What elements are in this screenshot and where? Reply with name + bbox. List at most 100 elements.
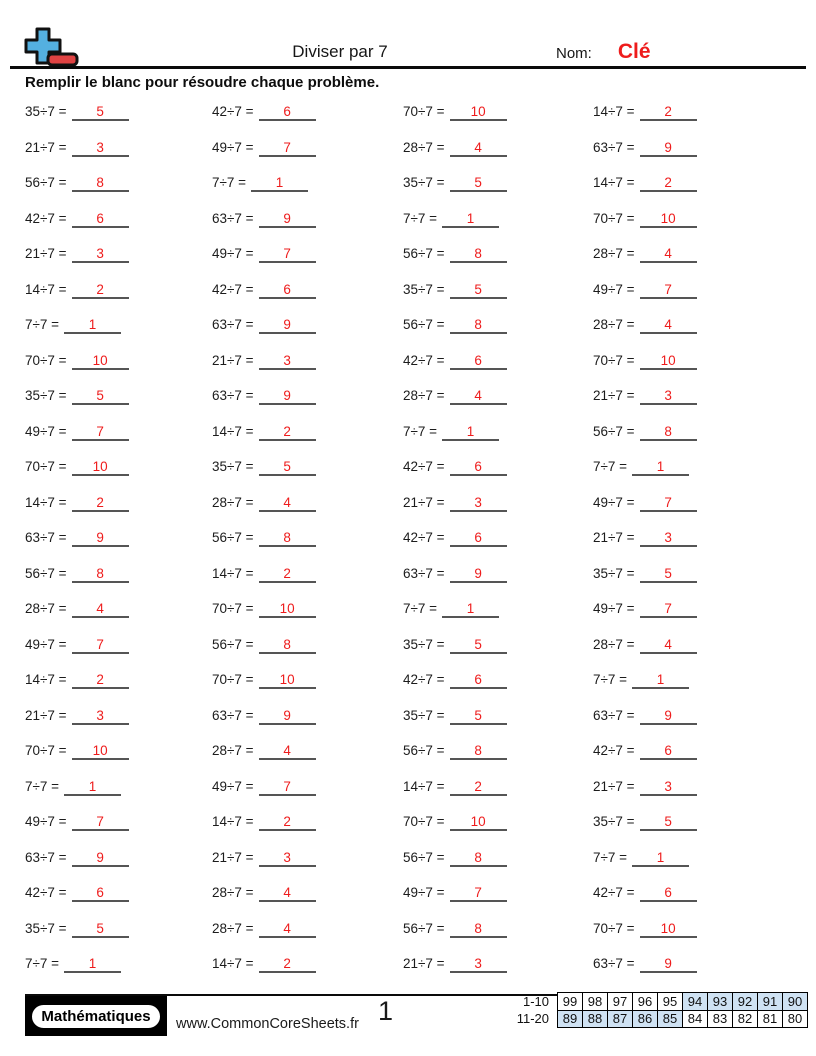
equation-text: 28÷7 = bbox=[212, 885, 254, 900]
equation-text: 35÷7 = bbox=[403, 175, 445, 190]
answer-blank: 7 bbox=[71, 423, 129, 441]
equation-text: 56÷7 = bbox=[593, 423, 635, 439]
problem: 21÷7 = 3 bbox=[25, 240, 212, 276]
problem: 28÷7 = 4 bbox=[212, 737, 403, 773]
equation-text: 7÷7 = bbox=[25, 317, 60, 332]
equation-text: 14÷7 = bbox=[212, 565, 254, 581]
answer-value: 10 bbox=[660, 352, 676, 368]
answer-value: 8 bbox=[96, 565, 104, 581]
problem: 70÷7 = 10 bbox=[25, 453, 212, 489]
answer-value: 7 bbox=[96, 423, 104, 439]
problem: 14÷7 = 2 bbox=[25, 666, 212, 702]
answer-blank: 1 bbox=[442, 211, 500, 228]
equation-text: 28÷7 = bbox=[593, 636, 635, 652]
problem: 21÷7 = 3 bbox=[212, 347, 403, 383]
equation-text: 21÷7 = bbox=[403, 494, 445, 510]
problem: 14÷7 = 2 bbox=[212, 418, 403, 454]
problem: 35÷7 = 5 bbox=[593, 560, 795, 596]
problem: 14÷7 = 2 bbox=[212, 808, 403, 844]
answer-value: 9 bbox=[474, 565, 482, 581]
equation-text: 42÷7 = bbox=[403, 672, 445, 687]
worksheet-title: Diviser par 7 bbox=[292, 42, 388, 61]
problem: 56÷7 = 8 bbox=[212, 524, 403, 560]
answer-value: 2 bbox=[283, 565, 291, 581]
answer-value: 9 bbox=[664, 956, 672, 971]
equation-text: 35÷7 = bbox=[212, 459, 254, 474]
answer-blank: 4 bbox=[258, 885, 316, 902]
equation-text: 35÷7 = bbox=[593, 814, 635, 829]
answer-value: 5 bbox=[664, 814, 672, 829]
answer-blank: 10 bbox=[449, 104, 507, 121]
problem: 28÷7 = 4 bbox=[593, 631, 795, 667]
problem: 49÷7 = 7 bbox=[25, 808, 212, 844]
problem: 49÷7 = 7 bbox=[212, 773, 403, 809]
answer-blank: 7 bbox=[258, 779, 316, 796]
answer-blank: 10 bbox=[639, 352, 697, 370]
problem: 21÷7 = 3 bbox=[593, 524, 795, 560]
equation-text: 49÷7 = bbox=[25, 636, 67, 652]
subject-badge: Mathématiques bbox=[25, 996, 167, 1036]
equation-text: 63÷7 = bbox=[212, 707, 254, 723]
equation-text: 7÷7 = bbox=[403, 423, 438, 439]
score-cell: 95 bbox=[657, 992, 683, 1011]
equation-text: 56÷7 = bbox=[403, 743, 445, 758]
score-cell: 99 bbox=[557, 992, 583, 1011]
answer-value: 10 bbox=[92, 743, 108, 758]
problem: 28÷7 = 4 bbox=[593, 311, 795, 347]
equation-text: 42÷7 = bbox=[593, 743, 635, 758]
answer-value: 1 bbox=[466, 423, 475, 439]
equation-text: 14÷7 = bbox=[403, 778, 445, 794]
answer-value: 4 bbox=[283, 885, 291, 900]
problem: 63÷7 = 9 bbox=[25, 844, 212, 880]
answer-blank: 3 bbox=[258, 353, 316, 370]
subject-badge-label: Mathématiques bbox=[30, 1002, 162, 1030]
equation-text: 14÷7 = bbox=[593, 104, 635, 119]
equation-text: 56÷7 = bbox=[403, 920, 445, 936]
equation-text: 63÷7 = bbox=[403, 565, 445, 581]
answer-blank: 7 bbox=[639, 282, 697, 299]
problem: 49÷7 = 7 bbox=[593, 276, 795, 312]
answer-blank: 3 bbox=[71, 708, 129, 725]
answer-blank: 4 bbox=[449, 139, 507, 157]
answer-value: 5 bbox=[96, 388, 104, 403]
problem: 35÷7 = 5 bbox=[403, 702, 593, 738]
problem: 70÷7 = 10 bbox=[593, 205, 795, 241]
answer-value: 1 bbox=[275, 175, 284, 190]
equation-text: 70÷7 = bbox=[25, 743, 67, 758]
answer-value: 2 bbox=[96, 672, 104, 687]
problem: 63÷7 = 9 bbox=[212, 702, 403, 738]
equation-text: 14÷7 = bbox=[25, 494, 67, 510]
answer-blank: 10 bbox=[258, 672, 316, 689]
answer-value: 8 bbox=[96, 175, 104, 190]
answer-value: 5 bbox=[474, 281, 482, 297]
answer-value: 2 bbox=[96, 281, 104, 297]
answer-blank: 5 bbox=[71, 104, 129, 121]
problem: 14÷7 = 2 bbox=[593, 98, 795, 134]
problem: 63÷7 = 9 bbox=[212, 311, 403, 347]
answer-value: 4 bbox=[283, 920, 291, 936]
score-cell: 84 bbox=[682, 1009, 708, 1028]
score-cell: 81 bbox=[757, 1009, 783, 1028]
equation-text: 7÷7 = bbox=[403, 210, 438, 226]
answer-value: 4 bbox=[474, 139, 482, 155]
equation-text: 28÷7 = bbox=[403, 139, 445, 155]
answer-value: 6 bbox=[474, 459, 482, 474]
answer-blank: 2 bbox=[71, 281, 129, 299]
problem: 35÷7 = 5 bbox=[212, 453, 403, 489]
equation-text: 70÷7 = bbox=[212, 672, 254, 687]
problem: 7÷7 = 1 bbox=[25, 773, 212, 809]
answer-value: 3 bbox=[474, 494, 482, 510]
answer-value: 9 bbox=[96, 530, 104, 545]
equation-text: 56÷7 = bbox=[403, 246, 445, 261]
answer-blank: 7 bbox=[258, 246, 316, 263]
problem: 49÷7 = 7 bbox=[593, 489, 795, 525]
problem: 7÷7 = 1 bbox=[593, 844, 795, 880]
equation-text: 63÷7 = bbox=[593, 139, 635, 155]
equation-text: 28÷7 = bbox=[593, 317, 635, 332]
answer-blank: 3 bbox=[71, 246, 129, 263]
equation-text: 35÷7 = bbox=[25, 920, 67, 936]
answer-value: 1 bbox=[656, 672, 665, 687]
answer-blank: 3 bbox=[639, 388, 697, 405]
answer-value: 1 bbox=[88, 956, 97, 971]
equation-text: 56÷7 = bbox=[212, 530, 254, 545]
